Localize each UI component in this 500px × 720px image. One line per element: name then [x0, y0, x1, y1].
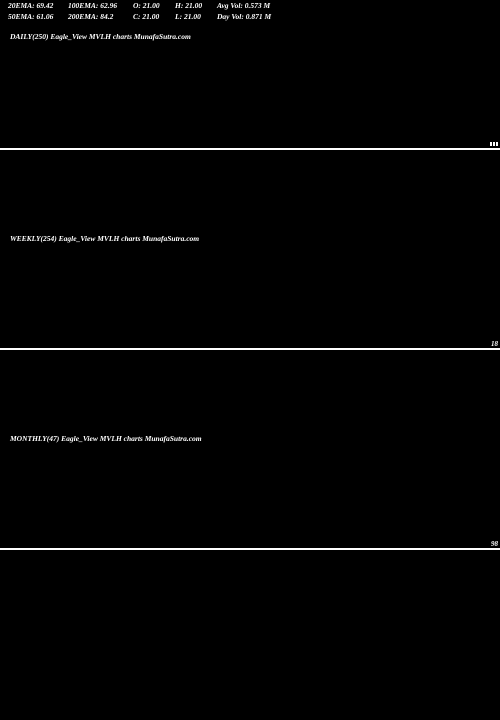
dayvol-value: Day Vol: 0.871 M: [217, 12, 297, 21]
close-value: C: 21.00: [133, 12, 175, 21]
daily-chart-title: DAILY(250) Eagle_View MVLH charts Munafa…: [10, 32, 191, 41]
bottom-pad: [0, 550, 500, 720]
low-value: L: 21.00: [175, 12, 217, 21]
monthly-scale-label: 98: [491, 540, 498, 548]
ema100-value: 100EMA: 62.96: [68, 1, 133, 10]
daily-scale-ticks: [490, 142, 498, 146]
ema20-value: 20EMA: 69.42: [8, 1, 68, 10]
open-value: O: 21.00: [133, 1, 175, 10]
monthly-chart: MONTHLY(47) Eagle_View MVLH charts Munaf…: [0, 350, 500, 550]
ema200-value: 200EMA: 84.2: [68, 12, 133, 21]
ema50-value: 50EMA: 61.06: [8, 12, 68, 21]
avgvol-value: Avg Vol: 0.573 M: [217, 1, 297, 10]
stats-row-2: 50EMA: 61.06 200EMA: 84.2 C: 21.00 L: 21…: [0, 11, 500, 22]
weekly-scale-label: 18: [491, 340, 498, 348]
daily-chart: DAILY(250) Eagle_View MVLH charts Munafa…: [0, 22, 500, 150]
high-value: H: 21.00: [175, 1, 217, 10]
stats-row-1: 20EMA: 69.42 100EMA: 62.96 O: 21.00 H: 2…: [0, 0, 500, 11]
weekly-chart: WEEKLY(254) Eagle_View MVLH charts Munaf…: [0, 150, 500, 350]
monthly-chart-title: MONTHLY(47) Eagle_View MVLH charts Munaf…: [10, 434, 202, 443]
weekly-chart-title: WEEKLY(254) Eagle_View MVLH charts Munaf…: [10, 234, 199, 243]
